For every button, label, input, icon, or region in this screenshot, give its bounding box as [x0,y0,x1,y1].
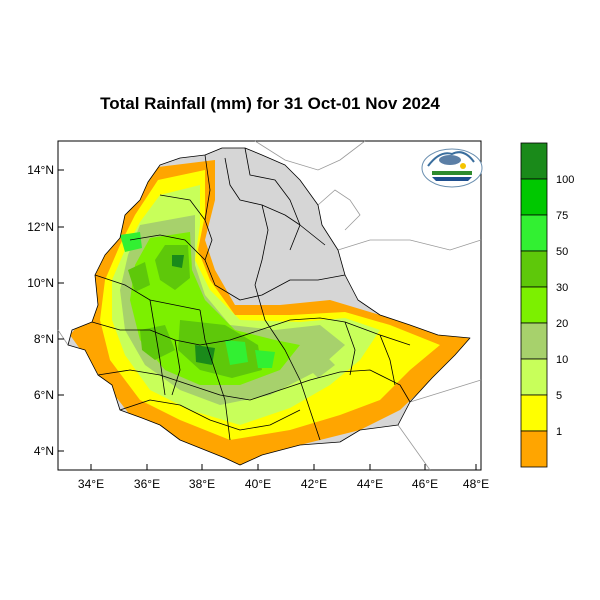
lon-tick-label: 46°E [412,477,438,491]
legend-swatch-30 [520,286,548,324]
agency-logo [421,148,483,188]
admin-boundaries [67,147,471,466]
lat-tick-label: 14°N [27,163,54,177]
lon-tick-label: 40°E [245,477,271,491]
lat-axis: 14°N 12°N 10°N 8°N 6°N 4°N [27,163,64,458]
lon-tick-label: 34°E [78,477,104,491]
lon-tick-label: 42°E [301,477,327,491]
legend-swatch-1 [520,430,548,468]
legend-label: 5 [556,390,562,402]
lat-tick-label: 12°N [27,220,54,234]
lat-tick-label: 4°N [34,444,54,458]
lat-tick-label: 10°N [27,276,54,290]
legend-label: 20 [556,318,568,330]
legend-label: 100 [556,174,574,186]
lon-tick-label: 48°E [463,477,489,491]
lon-tick-label: 44°E [357,477,383,491]
lon-tick-label: 36°E [134,477,160,491]
legend: 100 75 50 30 20 10 5 1 [520,142,574,468]
legend-swatch-20 [520,322,548,360]
legend-label: 10 [556,354,568,366]
legend-swatch-75 [520,214,548,252]
map-title: Total Rainfall (mm) for 31 Oct-01 Nov 20… [100,94,440,113]
legend-label: 75 [556,210,568,222]
neighbor-borders [57,140,482,471]
legend-swatch-120-plus [520,142,548,180]
lat-tick-label: 6°N [34,388,54,402]
legend-swatch-5 [520,394,548,432]
legend-swatch-10 [520,358,548,396]
legend-label: 30 [556,282,568,294]
legend-swatch-50 [520,250,548,288]
lon-axis: 34°E 36°E 38°E 40°E 42°E 44°E 46°E 48°E [78,464,489,491]
legend-label: 1 [556,426,562,438]
lon-tick-label: 38°E [189,477,215,491]
legend-label: 50 [556,246,568,258]
legend-swatch-100 [520,178,548,216]
lat-tick-label: 8°N [34,332,54,346]
